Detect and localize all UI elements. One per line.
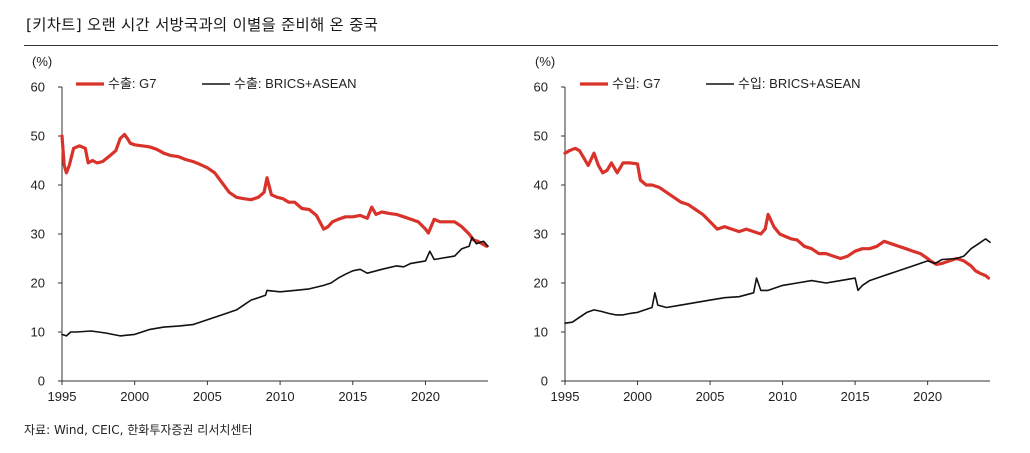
y-tick-label: 40 [31,178,45,193]
x-tick-label: 2015 [841,389,870,404]
y-tick-label: 50 [31,129,45,144]
series-line-brics-asean [564,238,991,325]
y-unit-label: (%) [32,54,52,69]
import-chart: (%) 0 10 20 30 40 50 60 1995 2000 2005 2010 2015 2020… [534,54,991,404]
legend-label: 수입: G7 [612,76,661,91]
y-tick-label: 20 [534,276,548,291]
x-tick-label: 2005 [193,389,222,404]
x-tick-label: 2015 [338,389,367,404]
series-line-brics-asean [61,236,489,337]
y-tick-label: 0 [541,374,548,389]
y-tick-label: 10 [534,325,548,340]
y-tick-label: 50 [534,129,548,144]
series-line-g7 [60,132,489,248]
title-rule [24,45,998,46]
y-unit-label: (%) [535,54,555,69]
x-tick-label: 2000 [623,389,652,404]
export-chart: (%) 0 10 20 30 40 50 60 1995 2000 2005 2010 2015 2020… [31,54,489,404]
x-tick-label: 1995 [48,389,77,404]
legend-label: 수출: BRICS+ASEAN [234,76,357,91]
y-tick-label: 10 [31,325,45,340]
y-tick-label: 30 [534,227,548,242]
x-tick-label: 2020 [411,389,440,404]
y-tick-label: 60 [31,80,45,95]
source-note: 자료: Wind, CEIC, 한화투자증권 리서치센터 [24,423,253,437]
x-tick-label: 2010 [266,389,295,404]
x-tick-label: 2010 [768,389,797,404]
x-tick-label: 2020 [913,389,942,404]
legend-label: 수입: BRICS+ASEAN [738,76,861,91]
y-tick-label: 0 [38,374,45,389]
chart-title: [키차트] 오랜 시간 서방국과의 이별을 준비해 온 중국 [26,16,379,34]
series-line-g7 [563,146,991,280]
y-tick-label: 20 [31,276,45,291]
legend-label: 수출: G7 [108,76,157,91]
x-tick-label: 2005 [696,389,725,404]
y-tick-label: 60 [534,80,548,95]
x-tick-label: 2000 [120,389,149,404]
x-tick-label: 1995 [551,389,580,404]
y-tick-label: 40 [534,178,548,193]
y-tick-label: 30 [31,227,45,242]
